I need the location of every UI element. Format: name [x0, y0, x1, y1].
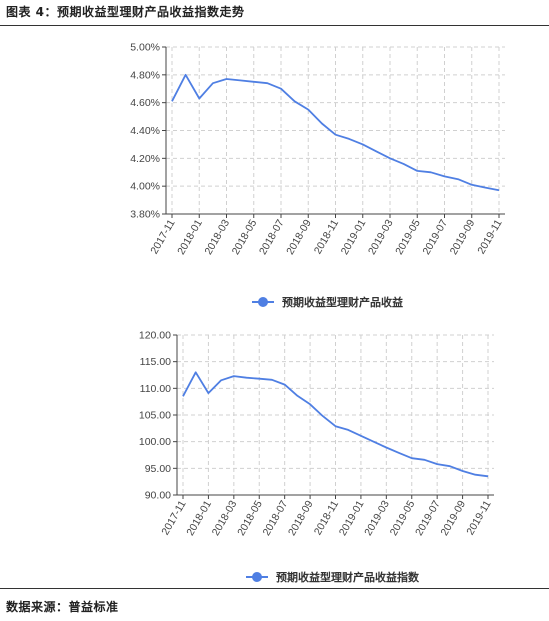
legend: 预期收益型理财产品收益指数 — [246, 570, 420, 584]
y-tick-label: 115.00 — [140, 356, 171, 368]
chart-1: 3.80% 4.00% 4.20% 4.40% 4.60% 4.80% 5.00% 2017-… — [130, 42, 505, 309]
series-line — [182, 371, 489, 478]
y-tick-label: 4.40% — [130, 125, 160, 137]
x-tick-label: 2019-05 — [393, 217, 423, 257]
x-tick-label: 2017-11 — [148, 217, 177, 256]
y-tick-label: 3.80% — [130, 209, 160, 221]
bottom-rule — [0, 588, 549, 589]
chart-2: 90.00 95.00 100.00 105.00 110.00 115.00 120.00… — [139, 330, 494, 584]
y-tick-label: 5.00% — [130, 42, 160, 54]
legend-marker — [258, 297, 268, 307]
legend-label: 预期收益型理财产品收益 — [282, 295, 403, 309]
x-tick-label: 2018-09 — [284, 217, 314, 257]
y-tick-label: 105.00 — [139, 410, 171, 422]
y-tick-label: 4.00% — [130, 181, 160, 193]
x-tick-label: 2019-01 — [339, 217, 369, 257]
x-tick-label: 2019-11 — [475, 217, 504, 256]
legend-marker — [252, 572, 262, 582]
y-tick-label: 95.00 — [145, 463, 171, 475]
legend: 预期收益型理财产品收益 — [252, 295, 403, 309]
x-tick-label: 2018-05 — [230, 217, 260, 257]
data-source: 数据来源：普益标准 — [6, 600, 119, 614]
legend-label: 预期收益型理财产品收益指数 — [276, 570, 420, 584]
figure-title: 图表 4：预期收益型理财产品收益指数走势 — [6, 5, 245, 19]
x-tick-label: 2018-07 — [257, 217, 287, 257]
y-tick-label: 4.60% — [130, 97, 160, 109]
x-tick-label: 2019-11 — [464, 498, 493, 537]
y-tick-label: 100.00 — [139, 436, 171, 448]
x-tick-label: 2018-11 — [312, 217, 341, 256]
y-tick-label: 4.20% — [130, 153, 160, 165]
x-tick-label: 2018-03 — [202, 217, 232, 257]
y-tick-label: 120.00 — [139, 330, 171, 342]
x-tick-label: 2018-01 — [175, 217, 205, 257]
top-rule — [0, 25, 549, 26]
series-line — [171, 73, 500, 192]
x-tick-label: 2019-03 — [366, 217, 396, 257]
x-tick-label: 2019-09 — [448, 217, 478, 257]
x-tick-label: 2019-07 — [420, 217, 450, 257]
y-tick-label: 90.00 — [145, 490, 171, 502]
y-tick-label: 4.80% — [130, 69, 160, 81]
y-tick-label: 110.00 — [140, 383, 171, 395]
